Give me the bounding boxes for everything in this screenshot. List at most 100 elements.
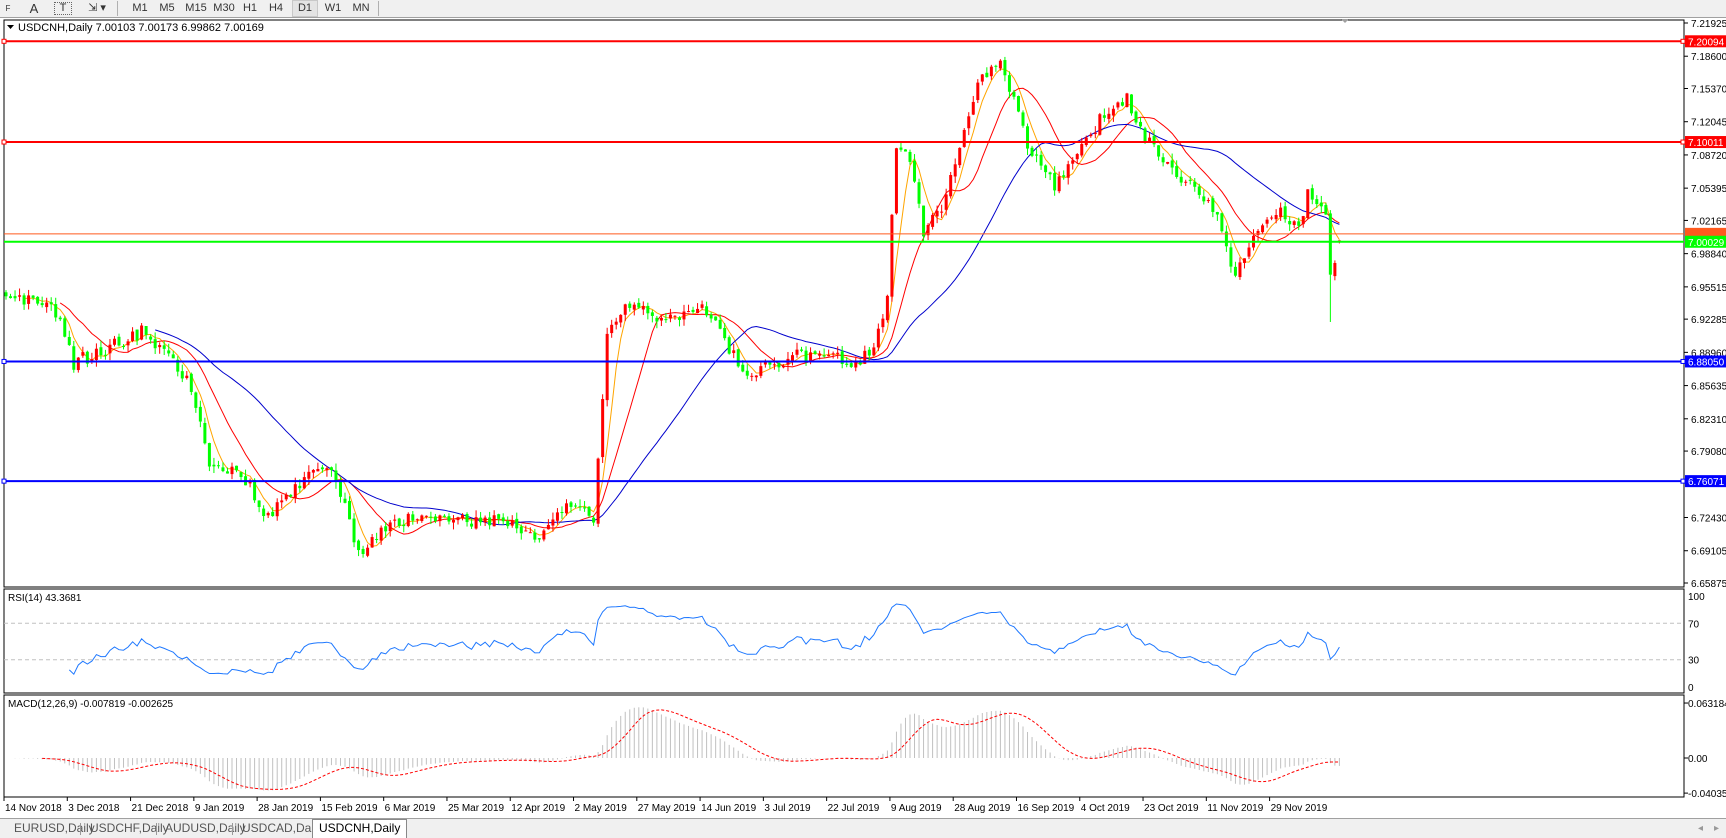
candle-body xyxy=(1170,160,1174,168)
candle-body xyxy=(1224,231,1228,247)
date-label: 9 Jan 2019 xyxy=(195,803,245,814)
candle-body xyxy=(980,74,984,82)
tab-usdcnh[interactable]: USDCNH,Daily xyxy=(312,819,408,838)
candle-body xyxy=(352,518,356,543)
tab-audusd[interactable]: AUDUSD,Daily xyxy=(165,821,246,835)
horizontal-line-anchor-right[interactable] xyxy=(1680,139,1686,145)
timeframe-w1[interactable]: W1 xyxy=(324,2,342,14)
candle-body xyxy=(885,295,889,321)
timeframe-d1[interactable]: D1 xyxy=(292,0,318,17)
horizontal-line-anchor-right[interactable] xyxy=(1680,358,1686,364)
candle-body xyxy=(560,512,564,514)
candle-body xyxy=(1265,219,1269,224)
timeframe-m30[interactable]: M30 xyxy=(213,2,235,14)
candle-body xyxy=(1089,134,1093,137)
candle-body xyxy=(1270,217,1274,219)
date-label: 3 Dec 2018 xyxy=(68,803,120,814)
candle-body xyxy=(149,336,153,340)
candle-body xyxy=(1129,94,1133,114)
arrows-dropdown-icon[interactable]: ⇲ ▾ xyxy=(88,2,106,14)
chart-shift-marker-icon[interactable] xyxy=(1341,19,1349,23)
candle-body xyxy=(1242,258,1246,263)
candle-body xyxy=(1120,102,1124,106)
horizontal-line-anchor-left[interactable] xyxy=(1,358,7,364)
candle-body xyxy=(216,465,220,467)
candle-body xyxy=(528,532,532,534)
price-chart[interactable]: 100 70 30 0 0.063184 0.00 -0.040355 7.21925 7.… xyxy=(0,18,1726,818)
candle-body xyxy=(388,522,392,532)
horizontal-line-anchor-right[interactable] xyxy=(1680,38,1686,44)
candle-body xyxy=(899,147,903,150)
date-label: 14 Jun 2019 xyxy=(701,803,756,814)
candle-body xyxy=(555,512,559,521)
candle-body xyxy=(519,526,523,534)
candle-body xyxy=(574,505,578,507)
candle-body xyxy=(533,532,537,540)
timeframe-h1[interactable]: H1 xyxy=(242,2,258,14)
timeframe-h4[interactable]: H4 xyxy=(268,2,284,14)
text-tool-icon[interactable]: A xyxy=(29,1,39,16)
tab-usdcad[interactable]: USDCAD,Daily xyxy=(242,821,323,835)
candle-body xyxy=(1279,207,1283,217)
text-label-icon[interactable]: T xyxy=(54,2,72,15)
candle-body xyxy=(1053,173,1057,191)
candle-body xyxy=(433,516,437,522)
rsi-level-label: 0 xyxy=(1688,683,1694,694)
candle-body xyxy=(524,530,528,532)
candle-body xyxy=(72,346,76,370)
candle-body xyxy=(673,315,677,317)
dropdown-arrow-icon: ▾ xyxy=(100,2,106,14)
candle-body xyxy=(447,516,451,522)
price-tick-label: 7.15370 xyxy=(1691,84,1726,95)
candle-body xyxy=(271,511,275,517)
date-label: 14 Nov 2018 xyxy=(5,803,62,814)
candle-body xyxy=(650,312,654,316)
candle-body xyxy=(501,517,505,522)
candle-body xyxy=(628,303,632,308)
collapse-arrow-icon[interactable] xyxy=(7,25,14,29)
candle-body xyxy=(18,295,22,297)
scroll-right-icon[interactable]: ▸ xyxy=(1714,823,1720,834)
timeframe-m1[interactable]: M1 xyxy=(132,2,148,14)
candle-body xyxy=(1193,181,1197,187)
candle-body xyxy=(1057,176,1061,192)
tab-usdchf[interactable]: USDCHF,Daily xyxy=(90,821,169,835)
date-label: 28 Jan 2019 xyxy=(258,803,313,814)
scroll-left-icon[interactable]: ◂ xyxy=(1698,823,1704,834)
candle-body xyxy=(1233,266,1237,276)
candle-body xyxy=(903,149,907,152)
candle-body xyxy=(836,352,840,354)
horizontal-line-anchor-left[interactable] xyxy=(1,38,7,44)
tab-eurusd[interactable]: EURUSD,Daily xyxy=(14,821,95,835)
candle-body xyxy=(931,214,935,227)
candle-body xyxy=(845,363,849,365)
horizontal-line-anchor-right[interactable] xyxy=(1680,478,1686,484)
macd-panel xyxy=(3,694,1685,798)
candle-body xyxy=(1003,60,1007,76)
candle-body xyxy=(253,479,257,501)
horizontal-line-anchor-left[interactable] xyxy=(1,478,7,484)
price-tick-label: 7.18600 xyxy=(1691,52,1726,63)
toolbar-separator xyxy=(378,1,379,16)
candle-body xyxy=(45,302,49,308)
candle-body xyxy=(632,304,636,310)
ma-fast-line xyxy=(24,68,1340,547)
candle-body xyxy=(280,500,284,503)
price-tick-label: 7.12045 xyxy=(1691,118,1726,129)
timeframe-mn[interactable]: MN xyxy=(352,2,370,14)
period-separator-icon[interactable]: F xyxy=(5,4,11,13)
timeframe-m5[interactable]: M5 xyxy=(159,2,175,14)
candle-body xyxy=(131,331,135,342)
candle-body xyxy=(569,502,573,507)
candle-body xyxy=(1066,164,1070,178)
horizontal-line-anchor-left[interactable] xyxy=(1,139,7,145)
timeframe-m15[interactable]: M15 xyxy=(185,2,207,14)
candle-body xyxy=(1093,132,1097,135)
price-tick-label: 6.82310 xyxy=(1691,415,1726,426)
candle-body xyxy=(759,366,763,376)
main-panel xyxy=(3,19,1685,588)
candle-body xyxy=(1229,247,1233,267)
candle-body xyxy=(1030,147,1034,156)
candle-body xyxy=(1315,199,1319,205)
macd-signal-line xyxy=(42,709,1340,790)
